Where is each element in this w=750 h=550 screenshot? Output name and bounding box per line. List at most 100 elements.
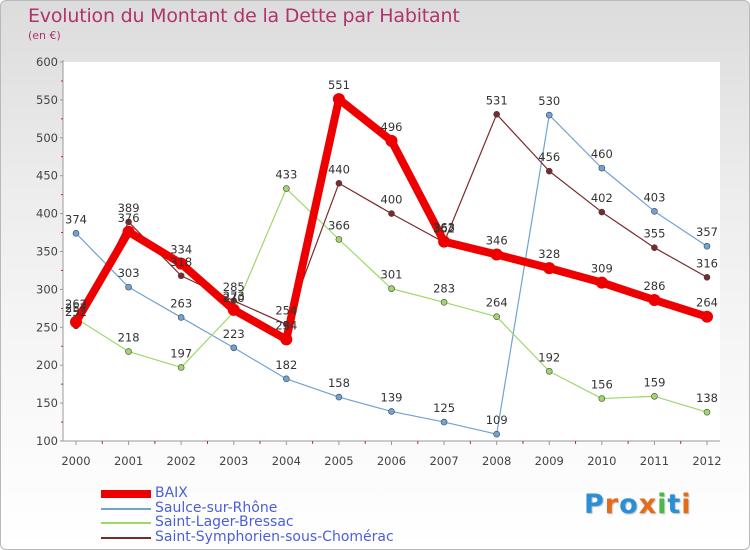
legend-label: Saint-Symphorien-sous-Chomérac bbox=[155, 528, 394, 545]
data-point-2 bbox=[283, 185, 290, 192]
y-tick-label: 200 bbox=[36, 358, 58, 372]
data-label-0: 286 bbox=[643, 279, 665, 293]
data-point-3 bbox=[230, 297, 238, 305]
legend-label: Saulce-sur-Rhône bbox=[155, 499, 278, 516]
legend-swatch bbox=[101, 522, 151, 524]
x-tick-label: 2005 bbox=[324, 454, 353, 468]
data-label-0: 257 bbox=[65, 301, 87, 315]
data-point-1 bbox=[388, 408, 395, 415]
data-point-3 bbox=[545, 167, 553, 175]
data-label-0: 264 bbox=[696, 296, 718, 310]
data-point-0 bbox=[595, 276, 608, 289]
data-point-2 bbox=[545, 367, 553, 375]
data-label-3: 316 bbox=[696, 256, 718, 270]
data-label-3: 389 bbox=[118, 201, 140, 215]
data-point-0 bbox=[227, 303, 240, 316]
data-label-3: 285 bbox=[223, 280, 245, 294]
data-point-2 bbox=[388, 285, 395, 292]
data-label-0: 309 bbox=[591, 262, 613, 276]
data-label-0: 363 bbox=[433, 221, 455, 235]
x-tick-label: 2008 bbox=[482, 454, 511, 468]
data-label-3: 254 bbox=[275, 303, 297, 317]
data-label-1: 357 bbox=[696, 225, 718, 239]
x-tick-label: 2004 bbox=[272, 454, 301, 468]
data-label-3: 531 bbox=[486, 93, 508, 107]
data-label-2: 156 bbox=[591, 378, 613, 392]
data-label-1: 303 bbox=[118, 266, 140, 280]
y-tick-label: 400 bbox=[36, 207, 58, 221]
data-point-0 bbox=[70, 315, 82, 328]
data-label-2: 192 bbox=[538, 350, 560, 364]
data-label-1: 374 bbox=[65, 212, 87, 226]
data-point-0 bbox=[543, 262, 556, 275]
data-label-3: 456 bbox=[538, 150, 560, 164]
x-tick-label: 2000 bbox=[61, 454, 90, 468]
x-tick-label: 2001 bbox=[114, 454, 143, 468]
data-label-2: 264 bbox=[486, 296, 508, 310]
data-point-0 bbox=[648, 294, 661, 307]
data-label-3: 252 bbox=[65, 305, 87, 319]
legend-swatch bbox=[101, 536, 151, 539]
data-label-3: 400 bbox=[381, 193, 403, 207]
data-label-1: 158 bbox=[328, 376, 350, 390]
data-point-3 bbox=[283, 320, 290, 328]
data-label-1: 223 bbox=[223, 327, 245, 341]
data-point-3 bbox=[493, 111, 500, 118]
data-label-0: 328 bbox=[538, 247, 560, 261]
data-label-2: 283 bbox=[433, 281, 455, 295]
y-tick-label: 300 bbox=[36, 282, 58, 296]
y-tick-label: 150 bbox=[36, 396, 58, 410]
data-point-0 bbox=[122, 225, 135, 238]
y-tick-label: 550 bbox=[36, 93, 58, 107]
data-label-2: 301 bbox=[381, 268, 403, 282]
data-point-3 bbox=[651, 244, 658, 252]
data-label-1: 109 bbox=[486, 413, 508, 427]
data-point-2 bbox=[335, 236, 343, 243]
data-point-2 bbox=[493, 313, 500, 320]
data-point-3 bbox=[125, 218, 132, 226]
data-label-3: 362 bbox=[433, 221, 455, 235]
data-label-2: 197 bbox=[170, 346, 192, 360]
data-point-1 bbox=[177, 314, 185, 321]
data-label-2: 159 bbox=[643, 375, 665, 389]
y-tick-label: 250 bbox=[36, 320, 58, 334]
legend-label: BAIX bbox=[155, 485, 188, 501]
data-label-0: 376 bbox=[118, 211, 140, 225]
data-label-0: 234 bbox=[275, 318, 297, 332]
data-label-3: 318 bbox=[170, 255, 192, 269]
data-label-1: 403 bbox=[643, 190, 665, 204]
data-point-3 bbox=[703, 273, 711, 281]
data-point-3 bbox=[388, 210, 395, 217]
data-point-1 bbox=[72, 230, 80, 237]
data-label-1: 139 bbox=[381, 390, 403, 404]
data-label-0: 551 bbox=[328, 78, 350, 92]
data-label-2: 433 bbox=[275, 168, 297, 182]
data-point-0 bbox=[332, 93, 345, 106]
data-point-0 bbox=[701, 310, 713, 323]
data-point-2 bbox=[440, 298, 448, 306]
plot-area bbox=[63, 62, 720, 441]
x-tick-label: 2011 bbox=[640, 454, 669, 468]
data-point-1 bbox=[283, 375, 290, 383]
legend-label: Saint-Lager-Bressac bbox=[155, 514, 294, 530]
data-label-2: 218 bbox=[118, 331, 140, 345]
data-point-0 bbox=[280, 333, 293, 346]
data-label-1: 460 bbox=[591, 147, 613, 161]
data-point-2 bbox=[703, 408, 711, 416]
data-point-2 bbox=[598, 395, 606, 402]
data-point-1 bbox=[545, 111, 553, 119]
data-label-2: 366 bbox=[328, 218, 350, 232]
data-label-1: 182 bbox=[275, 358, 297, 372]
data-point-0 bbox=[175, 257, 188, 270]
data-point-2 bbox=[651, 392, 658, 400]
x-tick-label: 2007 bbox=[429, 454, 458, 468]
data-label-2: 262 bbox=[65, 297, 87, 311]
data-label-1: 530 bbox=[538, 94, 560, 108]
data-point-0 bbox=[490, 248, 503, 261]
x-tick-label: 2009 bbox=[535, 454, 564, 468]
data-label-3: 440 bbox=[328, 162, 350, 176]
data-label-1: 125 bbox=[433, 401, 455, 415]
data-point-1 bbox=[125, 283, 132, 291]
y-tick-label: 500 bbox=[36, 131, 58, 145]
